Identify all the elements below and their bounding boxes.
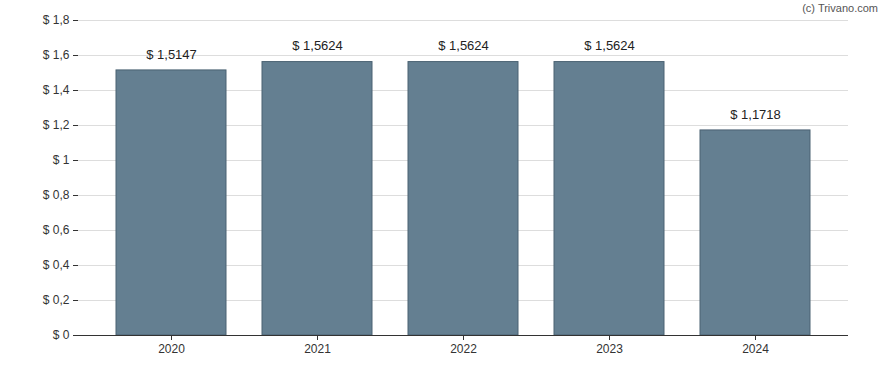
svg-text:2020: 2020 <box>158 342 185 356</box>
svg-text:$ 1,5147: $ 1,5147 <box>146 47 197 62</box>
svg-text:2022: 2022 <box>450 342 477 356</box>
svg-text:$ 0: $ 0 <box>53 328 70 342</box>
html-text:(c) Trivano.com: (c) Trivano.com <box>802 2 878 14</box>
svg-text:$ 0,6: $ 0,6 <box>43 223 70 237</box>
svg-text:$ 1,8: $ 1,8 <box>43 13 70 27</box>
svg-text:2024: 2024 <box>742 342 769 356</box>
svg-text:2023: 2023 <box>596 342 623 356</box>
svg-text:$ 0,8: $ 0,8 <box>43 188 70 202</box>
svg-text:$ 0,4: $ 0,4 <box>43 258 70 272</box>
svg-text:$ 1,6: $ 1,6 <box>43 48 70 62</box>
svg-text:$ 1,5624: $ 1,5624 <box>584 38 635 53</box>
svg-text:2021: 2021 <box>304 342 331 356</box>
svg-text:$ 1: $ 1 <box>53 153 70 167</box>
svg-text:$ 0,2: $ 0,2 <box>43 293 70 307</box>
svg-text:$ 1,5624: $ 1,5624 <box>438 38 489 53</box>
svg-text:$ 1,5624: $ 1,5624 <box>292 38 343 53</box>
svg-text:$ 1,1718: $ 1,1718 <box>730 107 781 122</box>
svg-text:$ 1,4: $ 1,4 <box>43 83 70 97</box>
svg-text:$ 1,2: $ 1,2 <box>43 118 70 132</box>
